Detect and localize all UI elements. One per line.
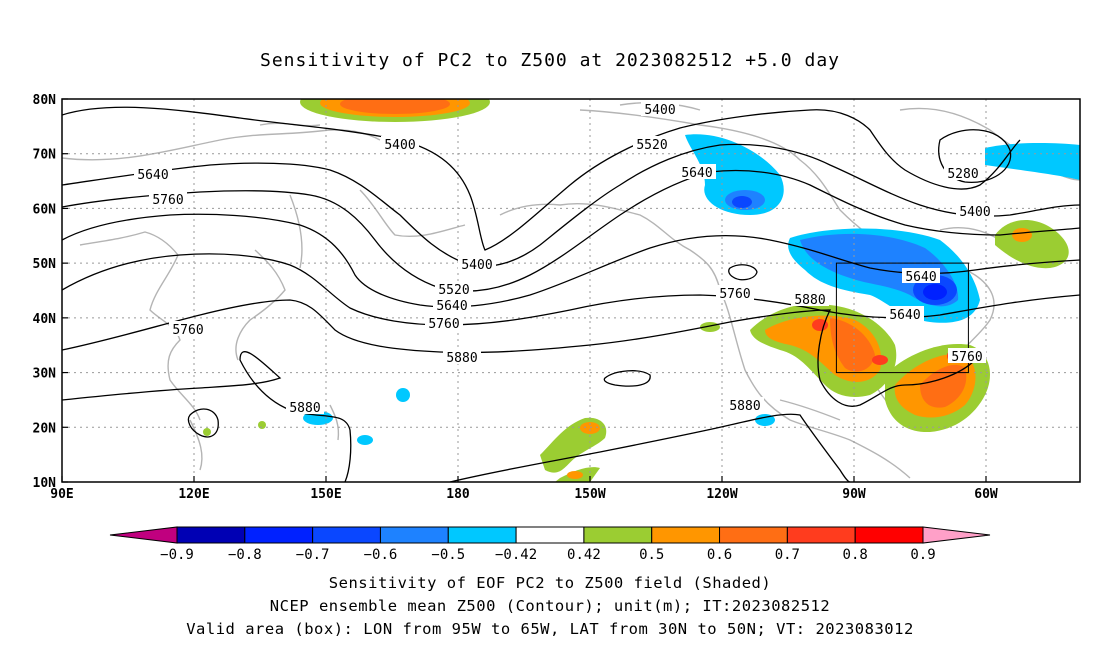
contour-label: 5760 (172, 323, 203, 338)
contour-label-bg (286, 399, 324, 414)
contour-label: 5400 (461, 258, 492, 273)
contour-label: 5400 (959, 205, 990, 220)
valid-area-box (835, 262, 969, 374)
contour-label-bg (134, 166, 172, 181)
colorbar-swatch (244, 526, 314, 544)
map-title: Sensitivity of PC2 to Z500 at 2023082512… (259, 50, 840, 71)
caption-line-1: Sensitivity of EOF PC2 to Z500 field (Sh… (328, 574, 772, 592)
lat-label: 50N (33, 257, 57, 272)
lat-label: 70N (33, 148, 57, 163)
colorbar-label: −0.6 (364, 547, 398, 563)
map-border (61, 98, 1081, 483)
colorbar-swatch (786, 526, 856, 544)
contour-label: 5760 (951, 350, 982, 365)
contour-label-bg (458, 256, 496, 271)
contour-label: 5640 (889, 308, 920, 323)
contour-label-bg (381, 136, 419, 151)
colorbar-max-arrow (922, 526, 991, 544)
colorbar-swatch (651, 526, 721, 544)
contour-label: 5640 (681, 166, 712, 181)
contour-label: 5640 (436, 299, 467, 314)
contour-label-bg (944, 165, 982, 180)
lon-label: 60W (974, 487, 998, 502)
contour-label: 5880 (446, 351, 477, 366)
contour-label-bg (641, 101, 679, 116)
colorbar-label: −0.9 (160, 547, 194, 563)
contour-label-bg (633, 136, 671, 151)
contour-label: 5760 (152, 193, 183, 208)
caption-line-2: NCEP ensemble mean Z500 (Contour); unit(… (269, 597, 831, 615)
colorbar-swatch (583, 526, 653, 544)
contour-label: 5520 (438, 283, 469, 298)
colorbar-label: 0.42 (567, 547, 601, 563)
contour-label: 5880 (289, 401, 320, 416)
colorbar-label: 0.8 (843, 547, 868, 563)
contour-label-bg (886, 306, 924, 321)
lon-label: 90W (842, 487, 866, 502)
contour-label-bg (433, 297, 471, 312)
contour-label-bg (435, 281, 473, 296)
colorbar-swatch (515, 526, 585, 544)
contour-label: 5640 (905, 270, 936, 285)
colorbar-label: 0.5 (639, 547, 664, 563)
caption-line-3: Valid area (box): LON from 95W to 65W, L… (186, 620, 914, 638)
lat-label: 30N (33, 367, 57, 382)
contour-label-bg (678, 164, 716, 179)
lon-label: 120W (706, 487, 737, 502)
contour-label: 5400 (384, 138, 415, 153)
contour-label-bg (443, 349, 481, 364)
contour-label: 5640 (137, 168, 168, 183)
lon-label: 150E (310, 487, 341, 502)
contour-label-bg (956, 203, 994, 218)
colorbar-swatch (719, 526, 788, 544)
colorbar-swatch (854, 526, 924, 544)
contour-label: 5280 (947, 167, 978, 182)
colorbar-label: 0.9 (910, 547, 935, 563)
contour-label-bg (169, 321, 207, 336)
colorbar-labels: −0.9 −0.8 −0.7 −0.6 −0.5 −0.42 0.42 0.5 0.6 0.7 0.… (160, 547, 936, 563)
contour-label: 5400 (644, 103, 675, 118)
colorbar-label: 0.7 (775, 547, 800, 563)
colorbar-swatch (379, 526, 449, 544)
contour-label-bg (791, 291, 829, 306)
sensitivity-shading (203, 99, 1080, 482)
lat-axis-labels: 80N 70N 60N 50N 40N 30N 20N 10N (33, 93, 68, 491)
colorbar-swatch (176, 526, 246, 544)
lon-label: 180 (446, 487, 470, 502)
lon-axis-labels: 90E 120E 150E 180 150W 120W 90W 60W (50, 476, 998, 502)
lat-label: 60N (33, 202, 57, 217)
colorbar-label: −0.42 (495, 547, 537, 563)
lat-label: 80N (33, 93, 57, 108)
contour-label: 5520 (636, 138, 667, 153)
contour-label: 5760 (719, 287, 750, 302)
grid-lines (62, 99, 1080, 482)
colorbar-label: 0.6 (707, 547, 732, 563)
lon-label: 90E (50, 487, 73, 502)
colorbar-label: −0.7 (296, 547, 330, 563)
colorbar-swatch (312, 526, 381, 544)
lon-label: 150W (574, 487, 605, 502)
lat-label: 10N (33, 476, 57, 491)
contour-label-bg (948, 348, 986, 363)
contour-label: 5880 (794, 293, 825, 308)
colorbar-min-arrow (109, 526, 178, 544)
contour-label-bg (425, 315, 463, 330)
lat-label: 20N (33, 421, 57, 436)
colorbar-swatch (447, 526, 517, 544)
colorbar (109, 526, 991, 544)
contour-label-bg (716, 285, 754, 300)
z500-contours (62, 106, 1080, 482)
lat-label: 40N (33, 312, 57, 327)
contour-label: 5760 (428, 317, 459, 332)
contour-label-bg (149, 191, 187, 206)
contour-label-bg (726, 397, 764, 412)
contour-label: 5880 (729, 399, 760, 414)
colorbar-label: −0.5 (431, 547, 465, 563)
colorbar-label: −0.8 (228, 547, 262, 563)
lon-label: 120E (178, 487, 209, 502)
contour-label-bg (902, 268, 940, 283)
